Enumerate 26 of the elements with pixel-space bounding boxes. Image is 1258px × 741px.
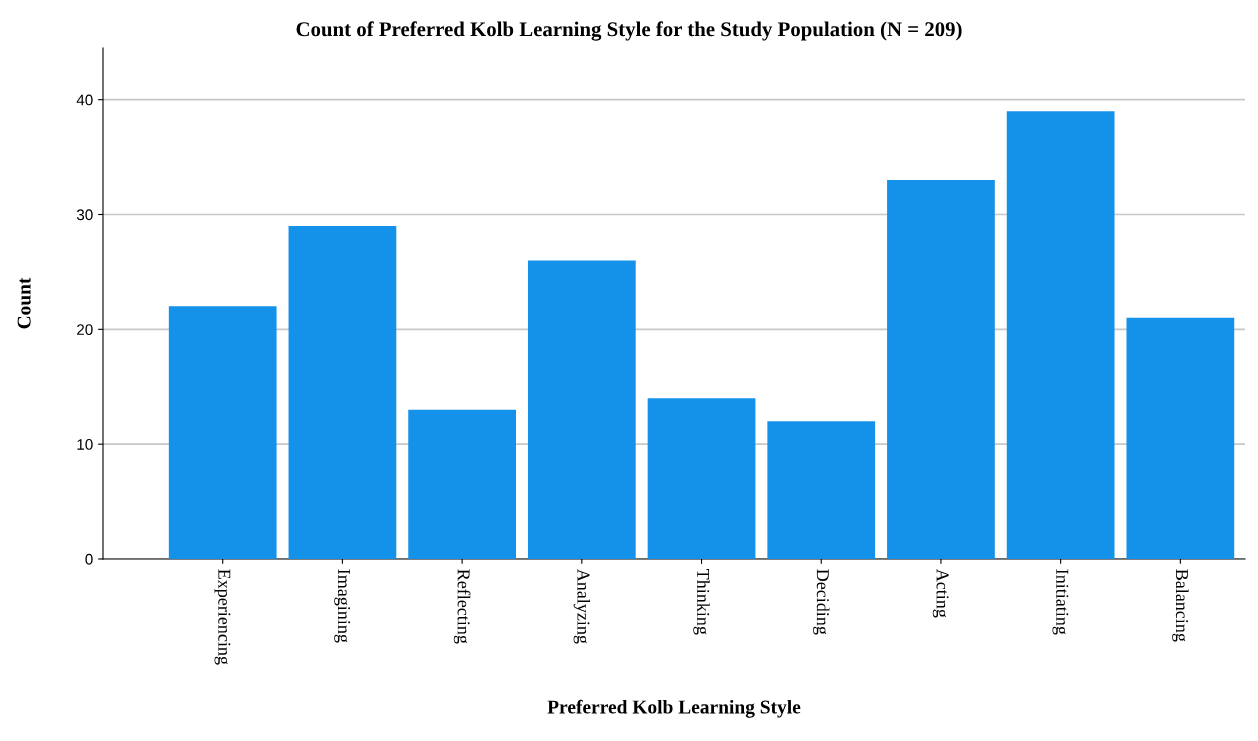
chart-title: Count of Preferred Kolb Learning Style for the Study Population (N = 209): [296, 21, 962, 41]
bar: [527, 260, 636, 559]
x-tick-label: Initiating: [1052, 569, 1069, 635]
bar: [767, 421, 876, 559]
x-axis-title: Preferred Kolb Learning Style: [547, 699, 801, 718]
bar: [1006, 111, 1115, 559]
y-tick-label: 20: [77, 324, 93, 336]
x-tick-label: Analyzing: [573, 568, 591, 644]
y-tick-label: 30: [76, 209, 93, 221]
x-tick-label: Deciding: [813, 569, 830, 635]
bar: [1126, 317, 1235, 559]
x-tick-label: Experiencing: [214, 569, 231, 665]
y-tick-label: 40: [76, 94, 93, 106]
y-axis-title: Count: [17, 277, 31, 329]
bar: [168, 306, 277, 559]
x-tick-label: Reflecting: [453, 569, 471, 644]
x-tick-label: Acting: [932, 568, 949, 618]
y-tick-label: 0: [85, 553, 93, 565]
x-tick-label: Balancing: [1172, 569, 1189, 642]
x-tick-label: Thinking: [693, 569, 710, 635]
bar: [647, 398, 756, 559]
bar: [408, 409, 516, 559]
y-tick-label: 10: [77, 439, 93, 450]
x-tick-label: Imagining: [334, 569, 351, 643]
bar: [887, 180, 995, 559]
bar: [288, 225, 397, 559]
